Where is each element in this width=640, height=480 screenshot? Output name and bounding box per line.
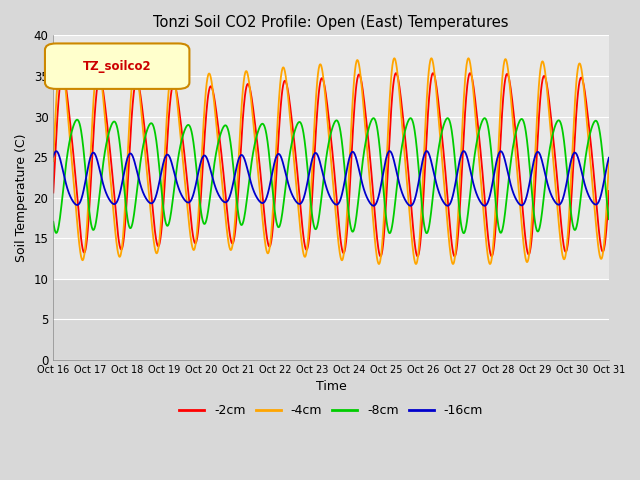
-8cm <box>365 123 373 129</box>
-2cm <box>285 95 293 100</box>
-4cm <box>307 199 314 204</box>
Line: -2cm: -2cm <box>53 73 609 256</box>
-2cm <box>392 70 400 76</box>
-16cm <box>115 194 123 200</box>
-4cm <box>605 158 612 164</box>
-2cm <box>307 219 314 225</box>
-2cm <box>49 190 57 195</box>
-4cm <box>365 174 373 180</box>
-8cm <box>370 115 378 121</box>
-4cm <box>115 253 123 259</box>
-16cm <box>285 183 293 189</box>
Line: -4cm: -4cm <box>53 58 609 264</box>
-8cm <box>605 216 612 222</box>
-8cm <box>307 198 314 204</box>
-2cm <box>605 188 612 194</box>
-8cm <box>92 217 100 223</box>
-16cm <box>460 148 467 154</box>
-8cm <box>285 156 293 162</box>
-8cm <box>115 134 123 140</box>
-4cm <box>92 66 100 72</box>
Y-axis label: Soil Temperature (C): Soil Temperature (C) <box>15 133 28 262</box>
Text: TZ_soilco2: TZ_soilco2 <box>83 60 152 72</box>
-16cm <box>365 199 373 205</box>
-8cm <box>49 219 57 225</box>
Line: -16cm: -16cm <box>53 151 609 206</box>
Title: Tonzi Soil CO2 Profile: Open (East) Temperatures: Tonzi Soil CO2 Profile: Open (East) Temp… <box>154 15 509 30</box>
Line: -8cm: -8cm <box>53 118 609 233</box>
FancyBboxPatch shape <box>45 44 189 89</box>
-4cm <box>465 55 472 61</box>
-2cm <box>92 92 100 98</box>
-4cm <box>285 104 293 109</box>
-16cm <box>49 154 57 159</box>
-2cm <box>365 149 373 155</box>
-2cm <box>297 204 305 210</box>
Bar <box>53 36 609 279</box>
-2cm <box>115 239 123 244</box>
-16cm <box>92 154 100 160</box>
-16cm <box>307 164 314 169</box>
-16cm <box>605 155 612 161</box>
-4cm <box>375 261 383 267</box>
-8cm <box>297 120 305 125</box>
X-axis label: Time: Time <box>316 381 346 394</box>
-16cm <box>297 201 305 206</box>
-2cm <box>377 253 385 259</box>
Legend: -2cm, -4cm, -8cm, -16cm: -2cm, -4cm, -8cm, -16cm <box>174 399 488 422</box>
-4cm <box>49 158 57 164</box>
-16cm <box>370 203 378 209</box>
-8cm <box>460 230 467 236</box>
-4cm <box>297 228 305 234</box>
